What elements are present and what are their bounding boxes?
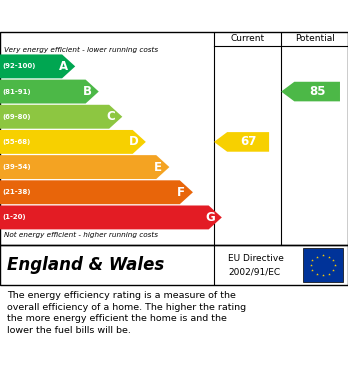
Text: Very energy efficient - lower running costs: Very energy efficient - lower running co…	[4, 47, 158, 53]
Text: B: B	[82, 85, 92, 98]
Text: E: E	[153, 161, 161, 174]
Text: Current: Current	[230, 34, 265, 43]
Text: 2002/91/EC: 2002/91/EC	[228, 268, 280, 277]
Text: The energy efficiency rating is a measure of the
overall efficiency of a home. T: The energy efficiency rating is a measur…	[7, 291, 246, 335]
Text: C: C	[106, 110, 115, 123]
Polygon shape	[0, 155, 169, 179]
Text: Potential: Potential	[295, 34, 334, 43]
Text: (1-20): (1-20)	[3, 214, 26, 221]
Text: (55-68): (55-68)	[3, 139, 31, 145]
Text: D: D	[129, 135, 139, 149]
Text: F: F	[177, 186, 185, 199]
Polygon shape	[0, 180, 193, 204]
Polygon shape	[0, 54, 75, 78]
Polygon shape	[0, 105, 122, 129]
Text: G: G	[205, 211, 215, 224]
Polygon shape	[0, 206, 222, 230]
Text: Energy Efficiency Rating: Energy Efficiency Rating	[69, 9, 279, 23]
Text: (81-91): (81-91)	[3, 88, 31, 95]
Text: (21-38): (21-38)	[3, 189, 31, 195]
Text: (69-80): (69-80)	[3, 114, 31, 120]
Text: (92-100): (92-100)	[3, 63, 36, 69]
Text: EU Directive: EU Directive	[228, 254, 284, 263]
Polygon shape	[281, 82, 340, 101]
Text: England & Wales: England & Wales	[7, 256, 164, 274]
Text: A: A	[59, 60, 68, 73]
Polygon shape	[0, 80, 99, 104]
Polygon shape	[0, 130, 146, 154]
Text: Not energy efficient - higher running costs: Not energy efficient - higher running co…	[4, 232, 158, 238]
Polygon shape	[214, 132, 269, 152]
Text: 85: 85	[309, 85, 325, 98]
Text: 67: 67	[240, 135, 256, 149]
Bar	[303, 248, 343, 282]
Text: (39-54): (39-54)	[3, 164, 31, 170]
